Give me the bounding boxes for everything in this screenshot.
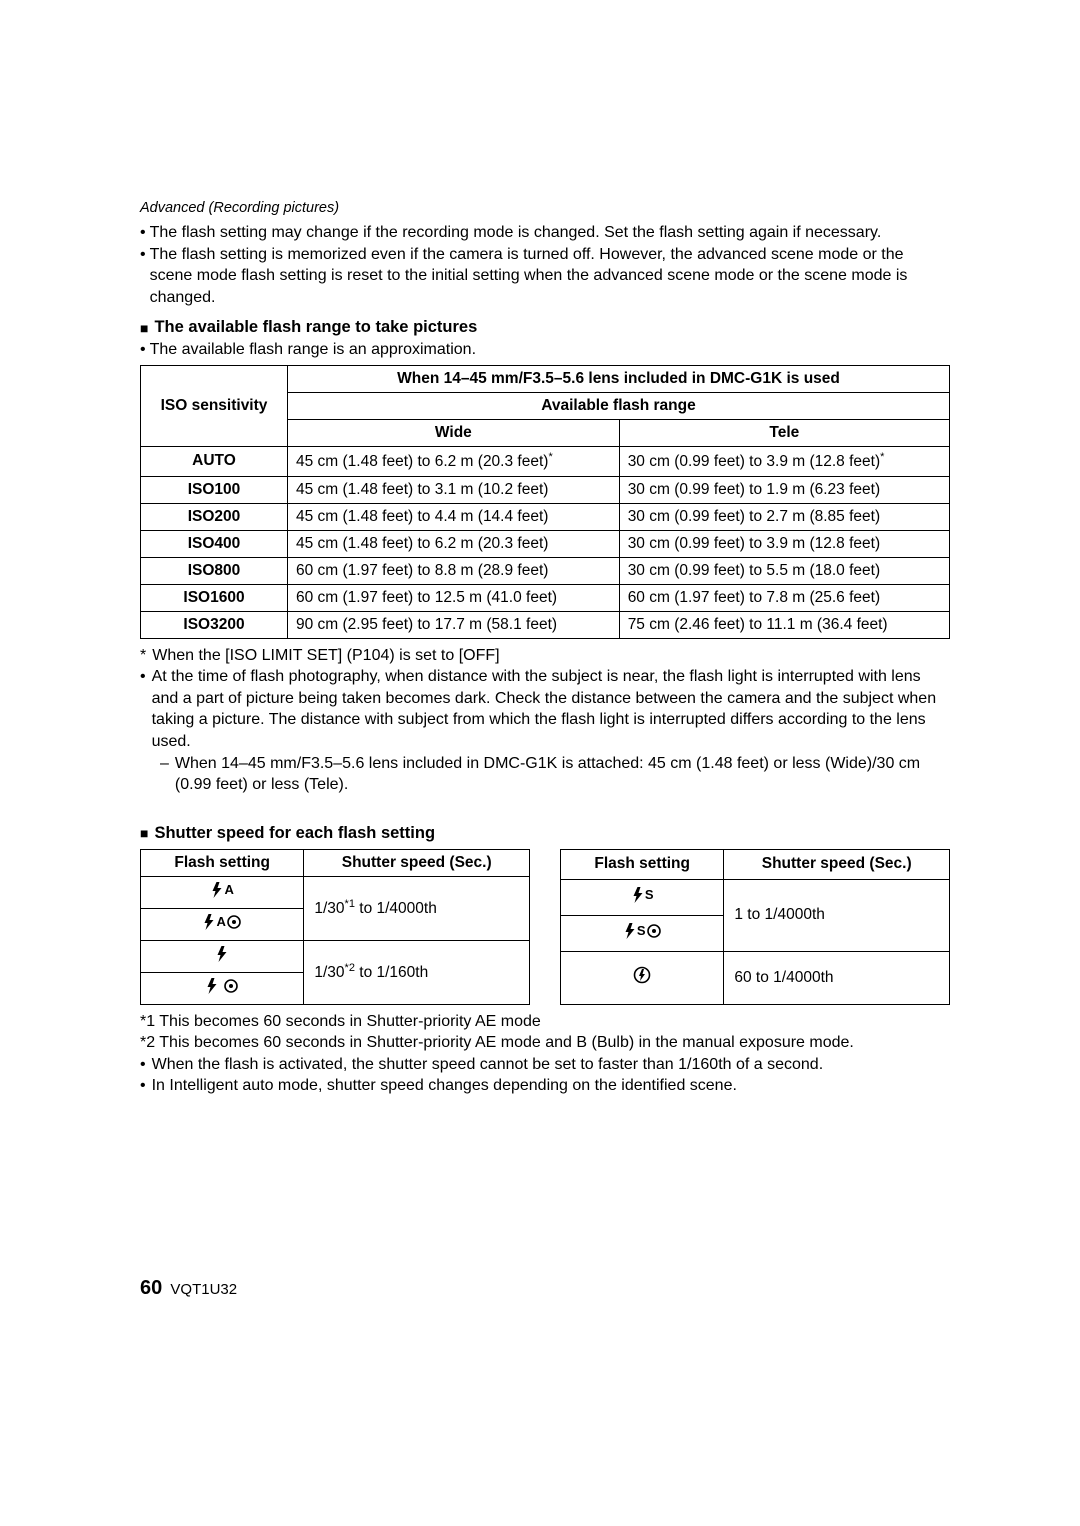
page-footer: 60 VQT1U32 (140, 1277, 950, 1300)
tele-cell: 30 cm (0.99 feet) to 5.5 m (18.0 feet) (619, 557, 949, 584)
shutter-bullet-2: In Intelligent auto mode, shutter speed … (152, 1075, 737, 1097)
bullet-dot: • (140, 222, 150, 244)
doc-code: VQT1U32 (170, 1281, 237, 1298)
bullet-dot: • (140, 666, 152, 752)
flash-a-redeye-icon: A (202, 913, 241, 931)
page-number: 60 (140, 1277, 162, 1299)
tele-cell: 30 cm (0.99 feet) to 3.9 m (12.8 feet) (619, 530, 949, 557)
tele-cell: 60 cm (1.97 feet) to 7.8 m (25.6 feet) (619, 584, 949, 611)
shutter-speed-header: Shutter speed (Sec.) (724, 849, 950, 879)
bullet-dot: • (140, 1054, 152, 1076)
table-row: ISO200 45 cm (1.48 feet) to 4.4 m (14.4 … (141, 503, 950, 530)
footnote-dash: When 14–45 mm/F3.5–5.6 lens included in … (175, 753, 950, 796)
flash-range-table: ISO sensitivity When 14–45 mm/F3.5–5.6 l… (140, 365, 950, 638)
bullet-dot: • (140, 244, 150, 309)
range-footnotes: * When the [ISO LIMIT SET] (P104) is set… (140, 645, 950, 796)
square-bullet-icon: ■ (140, 825, 148, 841)
bullet-dot: • (140, 1075, 152, 1097)
tele-cell: 30 cm (0.99 feet) to 1.9 m (6.23 feet) (619, 476, 949, 503)
bullet-dot: • (140, 341, 150, 359)
wide-cell: 90 cm (2.95 feet) to 17.7 m (58.1 feet) (288, 611, 620, 638)
intro-bullet-2: The flash setting is memorized even if t… (150, 244, 950, 309)
shutter-speed-cell: 1/30*2 to 1/160th (304, 940, 530, 1004)
wide-cell: 45 cm (1.48 feet) to 4.4 m (14.4 feet) (288, 503, 620, 530)
iso-cell: ISO3200 (141, 611, 288, 638)
footnote-star: When the [ISO LIMIT SET] (P104) is set t… (152, 645, 499, 667)
star-marker: * (140, 645, 152, 667)
heading-shutter-speed: ■ Shutter speed for each flash setting (140, 824, 950, 843)
flash-forced-redeye-icon (205, 977, 239, 995)
table-row: S 1 to 1/4000th (561, 879, 950, 915)
table-row: AUTO 45 cm (1.48 feet) to 6.2 m (20.3 fe… (141, 447, 950, 476)
flash-setting-cell: S (561, 879, 724, 915)
square-bullet-icon: ■ (140, 320, 148, 336)
table-row: ISO3200 90 cm (2.95 feet) to 17.7 m (58.… (141, 611, 950, 638)
flash-setting-cell (561, 951, 724, 1004)
range-note-text: The available flash range is an approxim… (150, 341, 476, 359)
lens-header: When 14–45 mm/F3.5–5.6 lens included in … (288, 366, 950, 393)
table-row: ISO100 45 cm (1.48 feet) to 3.1 m (10.2 … (141, 476, 950, 503)
flash-s-icon: S (631, 886, 654, 904)
flash-setting-cell: A (141, 908, 304, 940)
shutter-bullet-1: When the flash is activated, the shutter… (152, 1054, 824, 1076)
heading-shutter-text: Shutter speed for each flash setting (154, 824, 435, 843)
iso-cell: ISO1600 (141, 584, 288, 611)
range-note: • The available flash range is an approx… (140, 341, 950, 359)
tele-cell: 75 cm (2.46 feet) to 11.1 m (36.4 feet) (619, 611, 949, 638)
flash-s-redeye-icon: S (623, 922, 662, 940)
intro-bullet-1: The flash setting may change if the reco… (150, 222, 882, 244)
flash-setting-cell (141, 940, 304, 972)
flash-setting-cell: A (141, 876, 304, 908)
tele-cell: 30 cm (0.99 feet) to 2.7 m (8.85 feet) (619, 503, 949, 530)
wide-cell: 45 cm (1.48 feet) to 6.2 m (20.3 feet)* (288, 447, 620, 476)
table-row: A 1/30*1 to 1/4000th (141, 876, 530, 908)
table-row: 1/30*2 to 1/160th (141, 940, 530, 972)
iso-header: ISO sensitivity (141, 366, 288, 447)
shutter-table-right: Flash setting Shutter speed (Sec.) S 1 t… (560, 849, 950, 1005)
section-label: Advanced (Recording pictures) (140, 200, 950, 216)
table-row: 60 to 1/4000th (561, 951, 950, 1004)
iso-cell: ISO800 (141, 557, 288, 584)
shutter-speed-cell: 1/30*1 to 1/4000th (304, 876, 530, 940)
table-row: ISO400 45 cm (1.48 feet) to 6.2 m (20.3 … (141, 530, 950, 557)
wide-header: Wide (288, 420, 620, 447)
heading-flash-range-text: The available flash range to take pictur… (154, 318, 477, 337)
iso-cell: ISO400 (141, 530, 288, 557)
shutter-speed-header: Shutter speed (Sec.) (304, 849, 530, 876)
dash-marker: – (160, 753, 175, 796)
flash-forced-icon (215, 945, 229, 963)
shutter-footnote-1: *1 This becomes 60 seconds in Shutter-pr… (140, 1011, 950, 1033)
avail-header: Available flash range (288, 393, 950, 420)
tele-header: Tele (619, 420, 949, 447)
wide-cell: 60 cm (1.97 feet) to 12.5 m (41.0 feet) (288, 584, 620, 611)
wide-cell: 45 cm (1.48 feet) to 3.1 m (10.2 feet) (288, 476, 620, 503)
tele-cell: 30 cm (0.99 feet) to 3.9 m (12.8 feet)* (619, 447, 949, 476)
shutter-speed-cell: 60 to 1/4000th (724, 951, 950, 1004)
flash-setting-header: Flash setting (561, 849, 724, 879)
flash-setting-cell (141, 972, 304, 1004)
iso-cell: ISO100 (141, 476, 288, 503)
wide-cell: 45 cm (1.48 feet) to 6.2 m (20.3 feet) (288, 530, 620, 557)
table-row: ISO1600 60 cm (1.97 feet) to 12.5 m (41.… (141, 584, 950, 611)
heading-flash-range: ■ The available flash range to take pict… (140, 318, 950, 337)
shutter-speed-cell: 1 to 1/4000th (724, 879, 950, 951)
flash-setting-header: Flash setting (141, 849, 304, 876)
wide-cell: 60 cm (1.97 feet) to 8.8 m (28.9 feet) (288, 557, 620, 584)
shutter-footnotes: *1 This becomes 60 seconds in Shutter-pr… (140, 1011, 950, 1097)
flash-a-icon: A (210, 881, 233, 899)
iso-cell: AUTO (141, 447, 288, 476)
shutter-table-left: Flash setting Shutter speed (Sec.) A 1/3… (140, 849, 530, 1005)
flash-off-icon (633, 966, 651, 984)
flash-setting-cell: S (561, 915, 724, 951)
shutter-tables: Flash setting Shutter speed (Sec.) A 1/3… (140, 849, 950, 1005)
table-row: ISO800 60 cm (1.97 feet) to 8.8 m (28.9 … (141, 557, 950, 584)
intro-bullets: • The flash setting may change if the re… (140, 222, 950, 308)
iso-cell: ISO200 (141, 503, 288, 530)
shutter-footnote-2: *2 This becomes 60 seconds in Shutter-pr… (140, 1032, 950, 1054)
footnote-bullet: At the time of flash photography, when d… (152, 666, 950, 752)
